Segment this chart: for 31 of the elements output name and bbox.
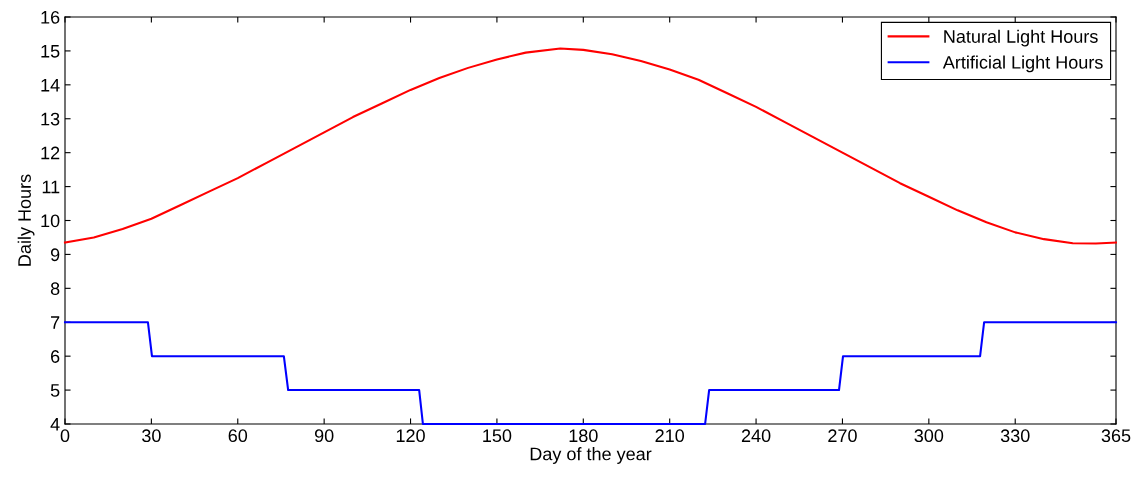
x-tick-label: 90 [314, 429, 334, 443]
y-tick-label: 8 [50, 282, 60, 296]
x-tick-label: 60 [228, 429, 248, 443]
x-tick-label: 120 [396, 429, 425, 443]
y-tick-label: 12 [41, 146, 60, 160]
y-tick-label: 16 [41, 10, 60, 24]
x-tick-label: 210 [655, 429, 685, 443]
x-tick-label: 30 [142, 429, 161, 443]
y-tick-label: 9 [50, 248, 60, 262]
y-tick-label: 4 [50, 418, 60, 431]
y-tick-label: 5 [50, 384, 60, 397]
y-tick-label: 11 [42, 180, 60, 194]
y-tick-label: 10 [41, 214, 60, 228]
y-tick-label: 13 [41, 112, 60, 126]
x-tick-label: 0 [60, 429, 70, 443]
y-axis-title: Daily Hours [17, 174, 35, 266]
y-tick-label: 15 [41, 45, 60, 58]
x-tick-label: 240 [741, 429, 771, 443]
x-tick-label: 300 [914, 429, 944, 443]
y-tick-label: 14 [41, 78, 60, 92]
x-tick-label: 330 [1000, 429, 1030, 443]
x-tick-label: 150 [483, 429, 512, 443]
y-tick-label: 6 [51, 350, 60, 363]
y-tick-label: 7 [51, 316, 60, 329]
legend-label: Natural Light Hours [944, 29, 1098, 47]
x-tick-label: 270 [828, 429, 857, 443]
x-tick-label: 365 [1101, 429, 1131, 443]
x-tick-label: 180 [569, 429, 598, 443]
x-axis-title: Day of the year [530, 447, 652, 464]
legend-label: Artificial Light Hours [942, 55, 1103, 73]
line-series [63, 47, 1118, 245]
